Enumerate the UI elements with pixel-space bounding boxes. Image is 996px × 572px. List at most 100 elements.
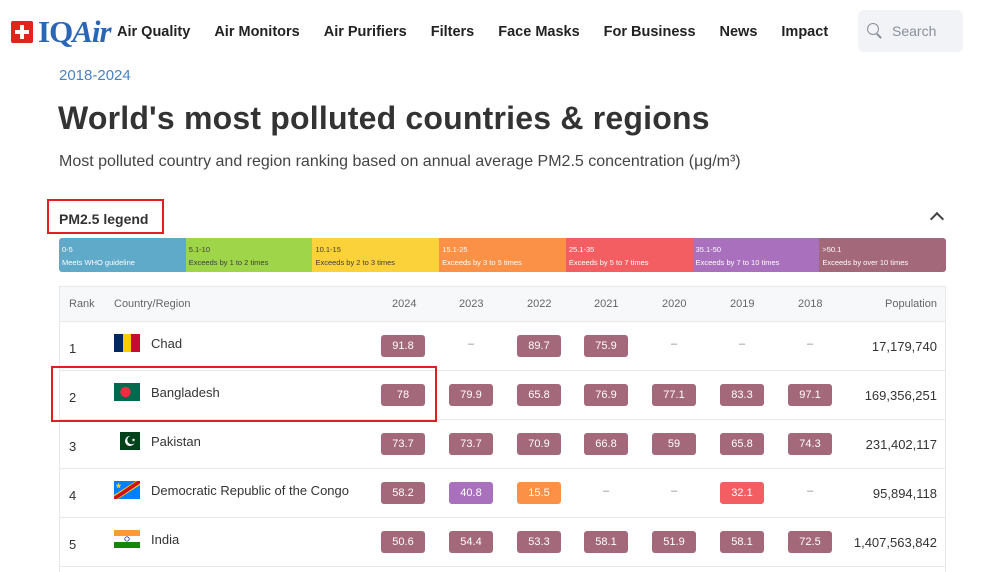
nav-item-news[interactable]: News	[719, 24, 758, 40]
pm25-value-badge: 53.3	[517, 531, 561, 553]
pm25-value-badge: 50.6	[381, 531, 425, 553]
legend-segment: 10.1-15 Exceeds by 2 to 3 times	[312, 238, 440, 272]
pm25-value-badge: 58.2	[381, 482, 425, 504]
flag-pakistan-icon	[114, 432, 140, 450]
pm25-value-badge: 78	[381, 384, 425, 406]
pm25-value-badge: 73.7	[449, 433, 493, 455]
pm25-value-badge: 58.1	[720, 531, 764, 553]
no-data-cell: –	[670, 338, 678, 350]
table-header: Rank Country/Region 2024 2023 2022 2021 …	[60, 287, 945, 322]
header-rank[interactable]: Rank	[69, 298, 95, 310]
no-data-cell: –	[806, 485, 814, 497]
no-data-cell: –	[738, 338, 746, 350]
country-link[interactable]: Bangladesh	[151, 385, 220, 400]
pm25-value-badge: 77.1	[652, 384, 696, 406]
country-link[interactable]: Democratic Republic of the Congo	[151, 483, 349, 498]
pm25-value-badge: 74.3	[788, 433, 832, 455]
pm25-value-badge: 65.8	[517, 384, 561, 406]
header-2018[interactable]: 2018	[798, 298, 823, 310]
rank-cell: 1	[69, 341, 77, 356]
pm25-value-badge: 73.7	[381, 433, 425, 455]
swiss-cross-icon	[11, 21, 33, 43]
nav-item-air-monitors[interactable]: Air Monitors	[214, 24, 300, 40]
pm25-value-badge: 54.4	[449, 531, 493, 553]
search-icon	[867, 23, 883, 39]
pm25-value-badge: 70.9	[517, 433, 561, 455]
search-box[interactable]: Search	[858, 10, 963, 52]
population-cell: 17,179,740	[871, 339, 937, 354]
main-nav: Air Quality Air Monitors Air Purifiers F…	[117, 24, 852, 40]
no-data-cell: –	[670, 485, 678, 497]
pm25-value-badge: 89.7	[517, 335, 561, 357]
iqair-logo[interactable]: IQAir	[11, 14, 112, 49]
nav-item-air-purifiers[interactable]: Air Purifiers	[323, 24, 407, 40]
legend-segment: 15.1-25 Exceeds by 3 to 5 times	[439, 238, 566, 272]
pm25-value-badge: 79.9	[449, 384, 493, 406]
pm25-value-badge: 91.8	[381, 335, 425, 357]
nav-item-face-masks[interactable]: Face Masks	[498, 24, 580, 40]
legend-segment: 0-5 Meets WHO guideline	[59, 238, 186, 272]
nav-item-air-quality[interactable]: Air Quality	[117, 24, 191, 40]
pm25-value-badge: 75.9	[584, 335, 628, 357]
population-cell: 169,356,251	[864, 388, 937, 403]
population-cell: 1,407,563,842	[853, 535, 937, 550]
header-population[interactable]: Population	[885, 298, 937, 310]
pm25-value-badge: 66.8	[584, 433, 628, 455]
logo-wordmark: IQAir	[38, 14, 112, 49]
no-data-cell: –	[602, 485, 610, 497]
table-row[interactable]: 4 Democratic Republic of the Congo 58.2 40.…	[60, 469, 945, 518]
rank-cell: 4	[69, 488, 77, 503]
header-2022[interactable]: 2022	[527, 298, 552, 310]
flag-bangladesh-icon	[114, 383, 140, 401]
header-country[interactable]: Country/Region	[114, 298, 191, 310]
table-row[interactable]: 1 Chad 91.8 – 89.7 75.9 – – – 17,179,740	[60, 322, 945, 371]
country-link[interactable]: Pakistan	[151, 434, 201, 449]
nav-item-for-business[interactable]: For Business	[603, 24, 696, 40]
no-data-cell: –	[806, 338, 814, 350]
pm25-value-badge: 15.5	[517, 482, 561, 504]
table-row[interactable]: 5 India 50.6 54.4 53.3 58.1 51.9 58.1 72.5 1,407,…	[60, 518, 945, 567]
rank-cell: 3	[69, 439, 77, 454]
page-subtitle: Most polluted country and region ranking…	[59, 153, 741, 170]
flag-india-icon	[114, 530, 140, 548]
page-title: World's most polluted countries & region…	[58, 100, 710, 136]
pm25-value-badge: 58.1	[584, 531, 628, 553]
legend-toggle[interactable]: PM2.5 legend	[59, 211, 149, 227]
chevron-up-icon[interactable]	[929, 211, 945, 227]
pm25-value-badge: 72.5	[788, 531, 832, 553]
pm25-legend-bar: 0-5 Meets WHO guideline 5.1-10 Exceeds by …	[59, 238, 946, 272]
pm25-value-badge: 51.9	[652, 531, 696, 553]
rank-cell: 2	[69, 390, 77, 405]
nav-item-filters[interactable]: Filters	[430, 24, 475, 40]
nav-item-impact[interactable]: Impact	[781, 24, 829, 40]
highlight-box-legend	[47, 199, 164, 234]
header-2020[interactable]: 2020	[662, 298, 687, 310]
rank-cell: 5	[69, 537, 77, 552]
table-row[interactable]: 2 Bangladesh 78 79.9 65.8 76.9 77.1 83.3 97.1 169…	[60, 371, 945, 420]
legend-segment: 5.1-10 Exceeds by 1 to 2 times	[185, 238, 313, 272]
population-cell: 95,894,118	[872, 486, 937, 501]
ranking-table: Rank Country/Region 2024 2023 2022 2021 …	[59, 286, 946, 572]
search-placeholder: Search	[892, 23, 937, 39]
flag-chad-icon	[114, 334, 140, 352]
population-cell: 231,402,117	[865, 437, 937, 452]
no-data-cell: –	[467, 338, 475, 350]
pm25-value-badge: 32.1	[720, 482, 764, 504]
highlight-box-bangladesh	[51, 366, 437, 422]
flag-drc-icon	[114, 481, 140, 499]
site-header: IQAir Air Quality Air Monitors Air Purif…	[0, 0, 996, 64]
pm25-value-badge: 76.9	[584, 384, 628, 406]
legend-segment: 35.1-50 Exceeds by 7 to 10 times	[692, 238, 820, 272]
header-2021[interactable]: 2021	[594, 298, 619, 310]
header-2024[interactable]: 2024	[392, 298, 417, 310]
header-2023[interactable]: 2023	[459, 298, 484, 310]
pm25-value-badge: 97.1	[788, 384, 832, 406]
pm25-value-badge: 40.8	[449, 482, 493, 504]
pm25-value-badge: 59	[652, 433, 696, 455]
country-link[interactable]: Chad	[151, 336, 183, 351]
year-range: 2018-2024	[59, 67, 131, 84]
table-row[interactable]: 3 Pakistan 73.7 73.7 70.9 66.8 59 65.8 74.3 231,4…	[60, 420, 945, 469]
country-link[interactable]: India	[151, 532, 180, 547]
legend-segment: >50.1 Exceeds by over 10 times	[819, 238, 946, 272]
header-2019[interactable]: 2019	[730, 298, 755, 310]
